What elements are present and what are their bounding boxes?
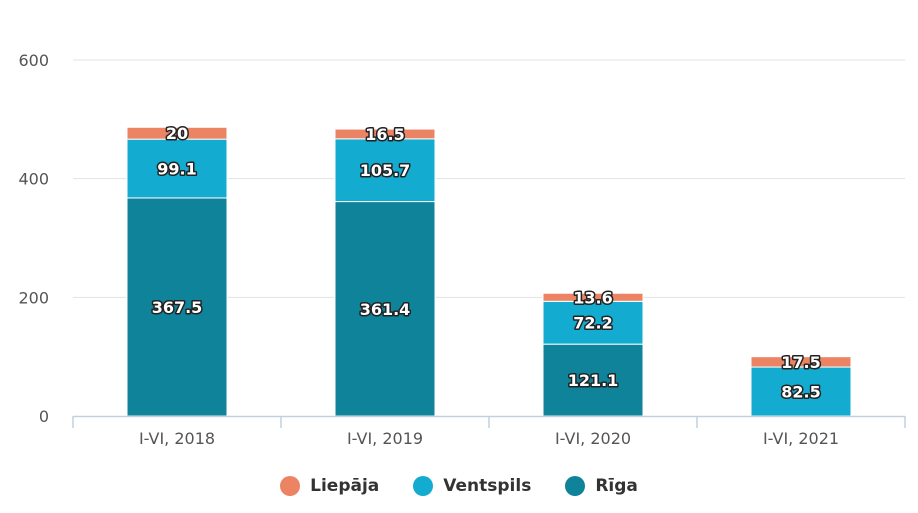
data-label-liepaja: 17.5: [781, 353, 820, 372]
data-label-liepaja: 13.6: [573, 288, 612, 307]
legend-label-liepaja: Liepāja: [310, 476, 380, 496]
bar-segment-liepaja[interactable]: [126, 126, 228, 140]
legend-item-liepaja[interactable]: Liepāja: [280, 476, 379, 496]
data-label-riga: 361.4: [360, 300, 411, 319]
legend-marker-riga: [565, 476, 586, 496]
data-label-ventspils: 72.2: [573, 314, 612, 333]
data-label-ventspils: 99.1: [157, 160, 196, 179]
x-tick-label: I-VI, 2020: [555, 429, 631, 448]
legend-item-ventspils[interactable]: Ventspils: [413, 476, 531, 496]
bar-segment-ventspils[interactable]: [334, 138, 436, 203]
data-label-ventspils: 82.5: [781, 383, 820, 402]
legend-label-ventspils: Ventspils: [443, 476, 532, 496]
data-label-liepaja: 20: [166, 124, 188, 143]
y-axis: 0 200 400 600: [18, 51, 49, 426]
x-axis: I-VI, 2018 I-VI, 2019 I-VI, 2020 I-VI, 2021: [72, 415, 906, 448]
y-tick-label: 200: [18, 288, 49, 307]
bar-segment-riga[interactable]: [126, 197, 228, 417]
x-tick-label: I-VI, 2021: [763, 429, 839, 448]
bar-segment-riga[interactable]: [542, 343, 644, 417]
x-tick-label: I-VI, 2018: [139, 429, 215, 448]
bar-segment-liepaja[interactable]: [542, 292, 644, 302]
legend-marker-ventspils: [413, 476, 434, 496]
x-tick-label: I-VI, 2019: [347, 429, 423, 448]
data-label-riga: 367.5: [152, 298, 203, 317]
bar-segment-liepaja[interactable]: [750, 356, 852, 368]
bars: [126, 126, 852, 417]
y-tick-label: 0: [39, 407, 49, 426]
bar-segment-liepaja[interactable]: [334, 128, 436, 140]
data-label-liepaja: 16.5: [365, 125, 404, 144]
y-tick-label: 400: [18, 170, 49, 189]
y-tick-label: 600: [18, 51, 49, 70]
legend-marker-liepaja: [280, 476, 301, 496]
legend-label-riga: Rīga: [595, 476, 638, 496]
legend-item-riga[interactable]: Rīga: [565, 476, 638, 496]
bar-segment-ventspils[interactable]: [542, 300, 644, 345]
data-label-riga: 121.1: [568, 371, 619, 390]
legend: Liepāja Ventspils Rīga: [0, 476, 918, 496]
data-labels: 367.5 99.1 20 361.4 105.7 16.5 121.1 72.2 13.6 82…: [150, 123, 822, 403]
data-label-ventspils: 105.7: [360, 161, 411, 180]
